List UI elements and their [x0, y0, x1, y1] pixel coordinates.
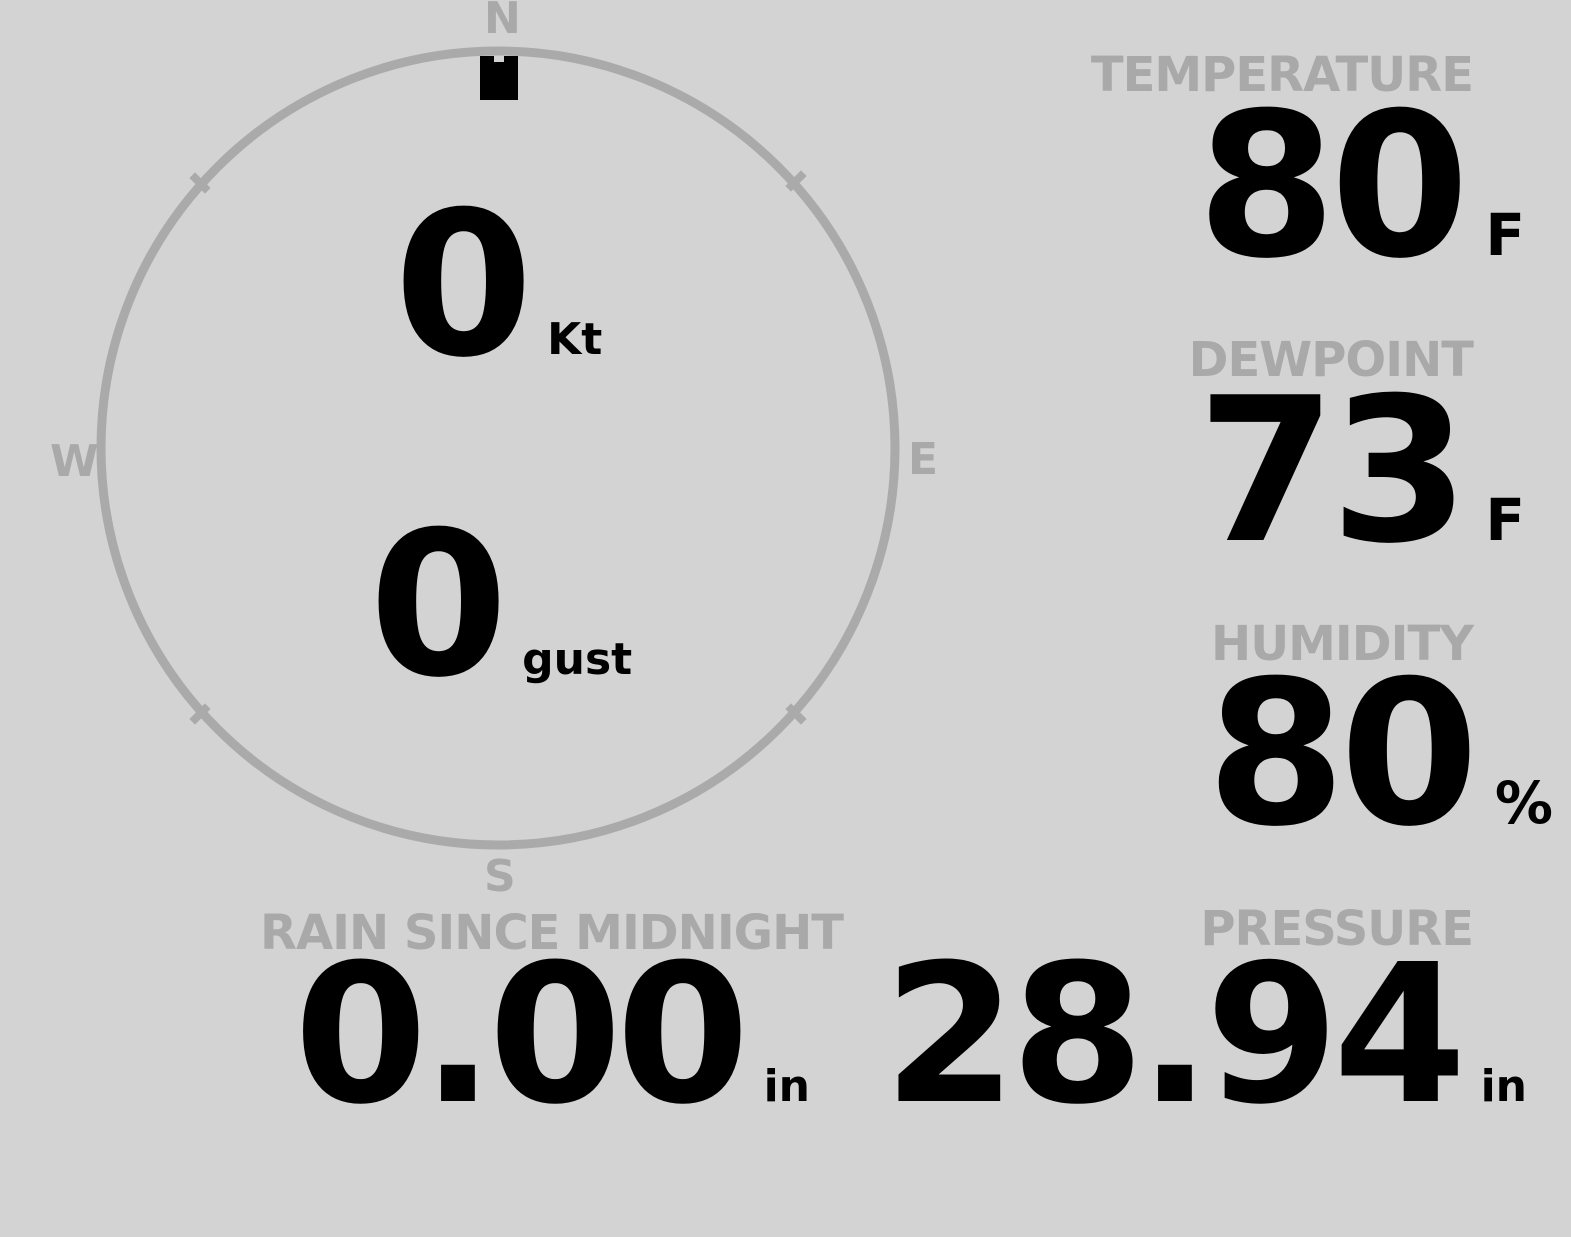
rain-label: RAIN SINCE MIDNIGHT — [260, 905, 844, 961]
tick-se — [785, 703, 807, 725]
dewpoint-label: DEWPOINT — [1188, 332, 1474, 388]
tick-ne — [785, 170, 807, 192]
humidity-unit: % — [1494, 769, 1553, 837]
humidity-reading: 80 % — [1207, 655, 1553, 855]
rain-unit: in — [763, 1061, 810, 1112]
compass-north: N — [484, 0, 521, 44]
humidity-value: 80 — [1206, 638, 1479, 871]
pressure-value: 28.94 — [883, 924, 1466, 1147]
compass-south: S — [484, 851, 516, 902]
tick-sw — [189, 703, 211, 725]
compass-west: W — [50, 436, 99, 487]
wind-speed: 0 Kt — [394, 186, 602, 386]
temperature-reading: 80 F — [1197, 87, 1525, 287]
temperature-value: 80 — [1197, 70, 1469, 303]
pressure-label: PRESSURE — [1200, 901, 1474, 957]
dewpoint-value: 73 — [1197, 355, 1469, 588]
wind-direction-needle-icon — [480, 56, 518, 100]
wind-gust: 0 gust — [369, 506, 632, 706]
wind-gust-value: 0 — [369, 489, 508, 722]
dewpoint-reading: 73 F — [1197, 372, 1525, 572]
compass-ticks — [189, 170, 807, 725]
wind-speed-unit: Kt — [547, 314, 603, 365]
wind-speed-value: 0 — [394, 169, 533, 402]
temperature-unit: F — [1485, 201, 1525, 269]
pressure-unit: in — [1480, 1061, 1527, 1112]
tick-nw — [189, 172, 211, 194]
temperature-label: TEMPERATURE — [1090, 47, 1474, 103]
pressure-reading: 28.94 in — [883, 940, 1527, 1132]
compass-ring — [96, 46, 900, 850]
rain-reading: 0.00 in — [294, 940, 810, 1132]
humidity-label: HUMIDITY — [1211, 616, 1474, 672]
wind-gust-unit: gust — [522, 634, 633, 685]
dewpoint-unit: F — [1485, 486, 1525, 554]
rain-value: 0.00 — [293, 924, 750, 1147]
compass-east: E — [908, 434, 939, 485]
